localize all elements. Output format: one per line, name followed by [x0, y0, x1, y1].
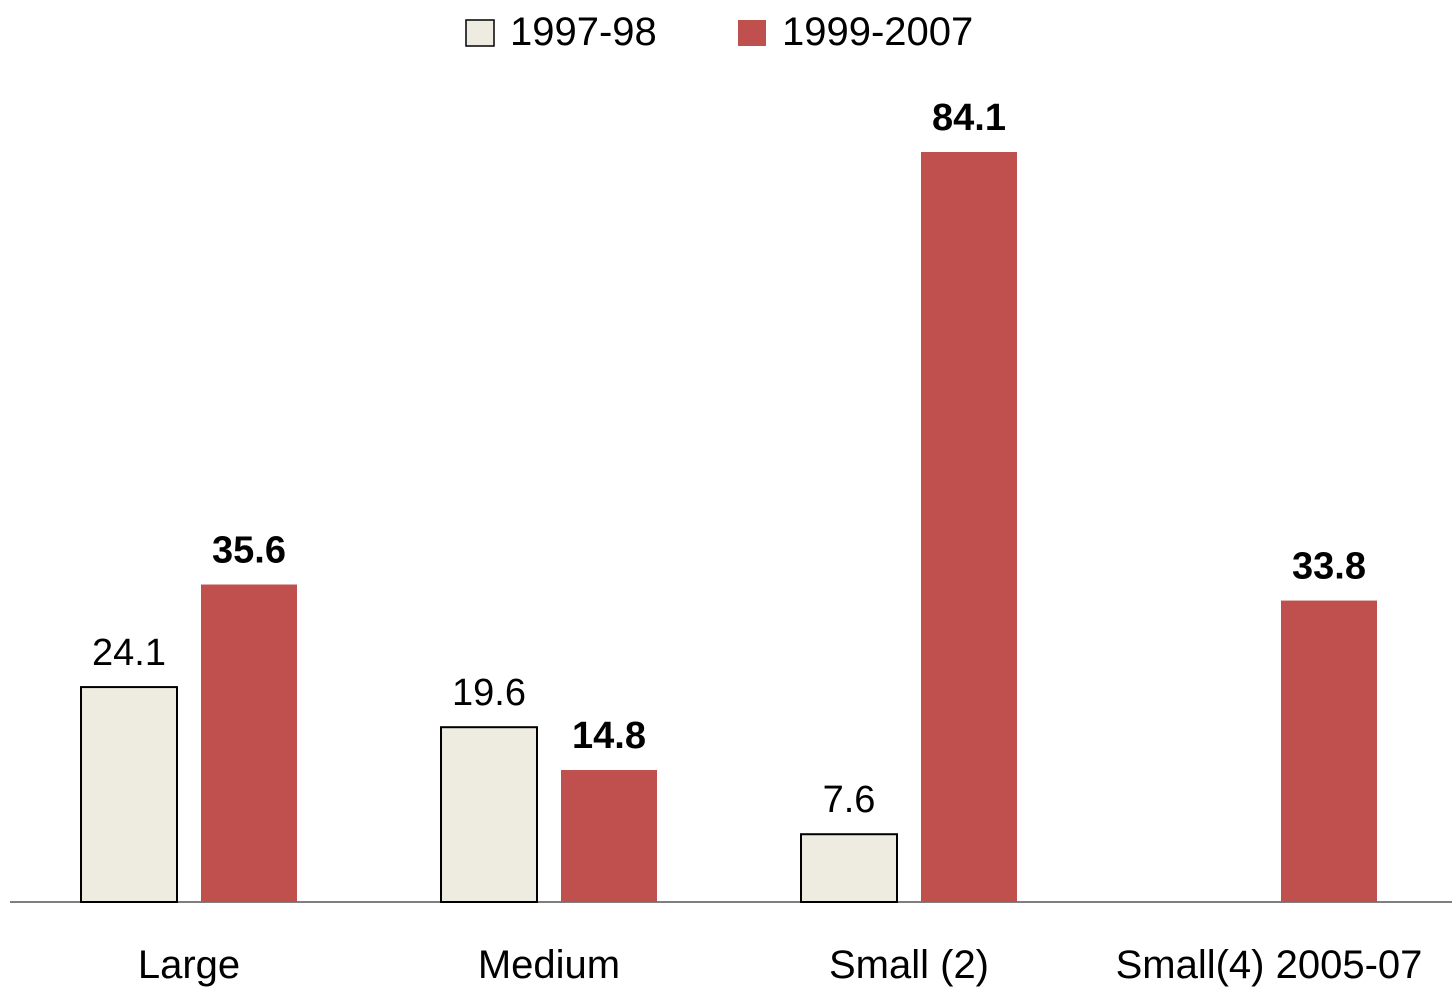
legend-swatch [465, 19, 495, 47]
legend-label: 1997-98 [510, 10, 657, 54]
bar [561, 770, 657, 902]
data-label: 24.1 [92, 632, 166, 674]
data-label: 19.6 [452, 672, 526, 714]
data-label: 35.6 [212, 530, 286, 572]
data-label: 33.8 [1292, 546, 1366, 588]
data-label: 7.6 [823, 779, 876, 821]
bar [80, 686, 178, 903]
bar [800, 833, 898, 904]
x-tick-label: Large [138, 943, 240, 987]
bar [1281, 600, 1377, 902]
x-tick-label: Medium [478, 943, 620, 987]
data-label: 84.1 [932, 97, 1006, 139]
x-tick-label: Small (2) [829, 943, 989, 987]
legend-swatch [738, 20, 766, 46]
bar [201, 584, 297, 902]
x-tick-label: Small(4) 2005-07 [1116, 943, 1423, 987]
legend-label: 1999-2007 [782, 10, 973, 54]
data-label: 14.8 [572, 715, 646, 757]
bar [440, 726, 538, 903]
bar [921, 152, 1017, 902]
